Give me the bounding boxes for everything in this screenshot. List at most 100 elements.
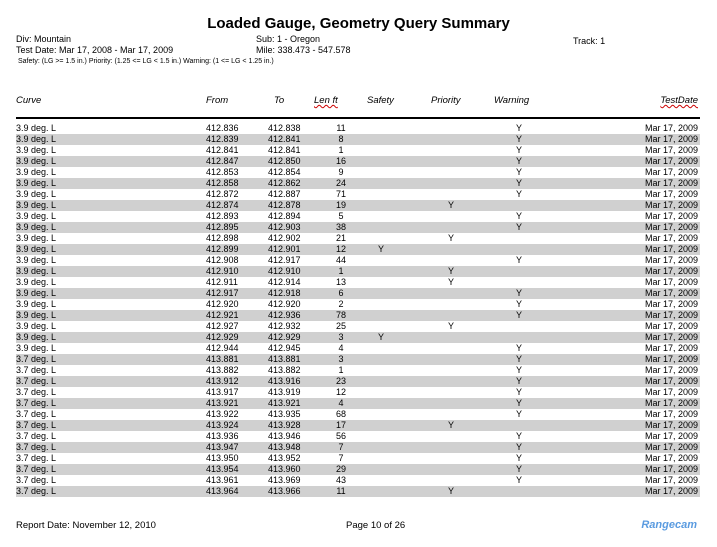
cell-from: 412.910 — [206, 266, 239, 276]
cell-date: Mar 17, 2009 — [644, 200, 698, 210]
cell-curve: 3.9 deg. L — [16, 222, 57, 232]
table-row: 3.7 deg. L 413.882 413.882 1 Y Mar 17, 2009 — [16, 365, 700, 376]
cell-len: 11 — [336, 486, 346, 496]
table-row: 3.9 deg. L 412.927 412.932 25 Y Mar 17, 2009 — [16, 321, 700, 332]
cell-from: 412.920 — [206, 299, 239, 309]
cell-curve: 3.7 deg. L — [16, 376, 57, 386]
col-warning: Warning — [494, 95, 530, 106]
cell-priority: Y — [448, 486, 455, 496]
cell-warning: Y — [516, 299, 523, 309]
cell-date: Mar 17, 2009 — [644, 387, 698, 397]
col-to: To — [274, 95, 285, 106]
cell-date: Mar 17, 2009 — [644, 464, 698, 474]
cell-from: 413.961 — [206, 475, 239, 485]
cell-from: 412.899 — [206, 244, 239, 254]
cell-curve: 3.9 deg. L — [16, 123, 57, 133]
table-row: 3.7 deg. L 413.964 413.966 11 Y Mar 17, 2009 — [16, 486, 700, 497]
cell-to: 412.918 — [268, 288, 301, 298]
cell-date: Mar 17, 2009 — [644, 453, 698, 463]
cell-warning: Y — [516, 409, 523, 419]
table-row: 3.7 deg. L 413.912 413.916 23 Y Mar 17, 2009 — [16, 376, 700, 387]
table-row: 3.9 deg. L 412.920 412.920 2 Y Mar 17, 2009 — [16, 299, 700, 310]
cell-len: 3 — [338, 332, 344, 342]
cell-curve: 3.7 deg. L — [16, 453, 57, 463]
cell-len: 21 — [335, 233, 346, 243]
cell-to: 412.920 — [268, 299, 301, 309]
cell-warning: Y — [516, 123, 523, 133]
cell-curve: 3.9 deg. L — [16, 167, 57, 177]
col-priority: Priority — [431, 95, 461, 106]
cell-curve: 3.7 deg. L — [16, 354, 57, 364]
cell-warning: Y — [516, 189, 523, 199]
cell-curve: 3.7 deg. L — [16, 486, 57, 496]
cell-date: Mar 17, 2009 — [644, 431, 698, 441]
cell-len: 25 — [335, 321, 346, 331]
cell-date: Mar 17, 2009 — [644, 167, 698, 177]
cell-date: Mar 17, 2009 — [644, 244, 698, 254]
cell-from: 413.921 — [206, 398, 239, 408]
cell-from: 412.921 — [206, 310, 239, 320]
cell-len: 4 — [338, 398, 344, 408]
cell-from: 412.893 — [206, 211, 239, 221]
cell-len: 56 — [335, 431, 346, 441]
table-row: 3.7 deg. L 413.947 413.948 7 Y Mar 17, 2009 — [16, 442, 700, 453]
col-safety: Safety — [367, 95, 394, 106]
cell-len: 19 — [335, 200, 346, 210]
cell-from: 412.911 — [206, 277, 238, 287]
cell-to: 412.854 — [268, 167, 301, 177]
cell-len: 2 — [338, 299, 344, 309]
cell-warning: Y — [516, 475, 523, 485]
cell-len: 3 — [338, 354, 344, 364]
cell-to: 413.882 — [268, 365, 301, 375]
cell-to: 412.917 — [268, 255, 301, 265]
cell-to: 412.902 — [268, 233, 301, 243]
cell-len: 13 — [335, 277, 346, 287]
cell-to: 413.969 — [268, 475, 301, 485]
severity-legend: Safety: (LG >= 1.5 in.) Priority: (1.25 … — [18, 58, 274, 65]
cell-date: Mar 17, 2009 — [644, 288, 698, 298]
table-row: 3.9 deg. L 412.929 412.929 3 Y Mar 17, 2009 — [16, 332, 700, 343]
cell-date: Mar 17, 2009 — [644, 156, 698, 166]
cell-from: 412.836 — [206, 123, 239, 133]
cell-to: 412.914 — [268, 277, 301, 287]
table-row: 3.7 deg. L 413.921 413.921 4 Y Mar 17, 2009 — [16, 398, 700, 409]
cell-curve: 3.9 deg. L — [16, 145, 57, 155]
cell-len: 17 — [335, 420, 346, 430]
cell-date: Mar 17, 2009 — [644, 178, 698, 188]
table-row: 3.7 deg. L 413.924 413.928 17 Y Mar 17, 2009 — [16, 420, 700, 431]
cell-from: 412.927 — [206, 321, 239, 331]
cell-to: 412.901 — [268, 244, 301, 254]
table-row: 3.9 deg. L 412.841 412.841 1 Y Mar 17, 2009 — [16, 145, 700, 156]
cell-to: 412.862 — [268, 178, 301, 188]
cell-date: Mar 17, 2009 — [644, 134, 698, 144]
cell-date: Mar 17, 2009 — [644, 365, 698, 375]
track: Track: 1 — [573, 36, 606, 46]
cell-from: 413.964 — [206, 486, 239, 496]
cell-len: 12 — [335, 244, 346, 254]
table-row: 3.7 deg. L 413.917 413.919 12 Y Mar 17, 2009 — [16, 387, 700, 398]
cell-len: 11 — [336, 123, 346, 133]
cell-from: 413.912 — [206, 376, 239, 386]
table-row: 3.9 deg. L 412.893 412.894 5 Y Mar 17, 2009 — [16, 211, 700, 222]
cell-to: 413.919 — [268, 387, 301, 397]
cell-from: 412.847 — [206, 156, 239, 166]
cell-from: 412.841 — [206, 145, 239, 155]
table-row: 3.9 deg. L 412.910 412.910 1 Y Mar 17, 2009 — [16, 266, 700, 277]
cell-from: 412.872 — [206, 189, 239, 199]
cell-date: Mar 17, 2009 — [644, 277, 698, 287]
table-row: 3.9 deg. L 412.908 412.917 44 Y Mar 17, 2009 — [16, 255, 700, 266]
header-rule — [16, 117, 700, 119]
cell-warning: Y — [516, 211, 523, 221]
cell-date: Mar 17, 2009 — [644, 475, 698, 485]
cell-date: Mar 17, 2009 — [644, 442, 698, 452]
cell-len: 71 — [335, 189, 346, 199]
cell-warning: Y — [516, 255, 523, 265]
cell-safety: Y — [378, 244, 385, 254]
cell-len: 1 — [338, 365, 344, 375]
col-from: From — [206, 95, 229, 106]
cell-len: 78 — [335, 310, 346, 320]
cell-len: 38 — [335, 222, 346, 232]
cell-date: Mar 17, 2009 — [644, 321, 698, 331]
cell-to: 412.936 — [268, 310, 301, 320]
rangecam-logo: Rangecam — [641, 519, 697, 531]
